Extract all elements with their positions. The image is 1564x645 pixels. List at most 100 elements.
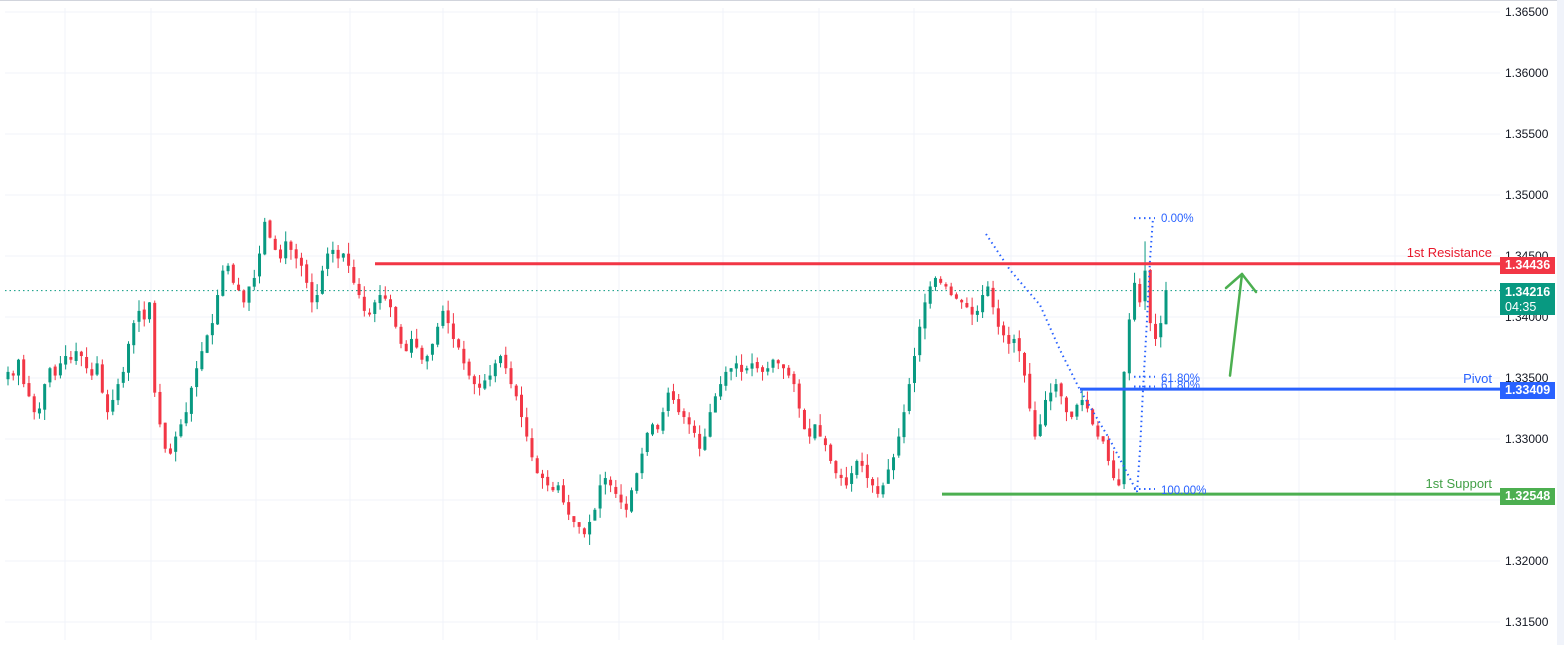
candle-down — [787, 367, 791, 376]
candle-up — [430, 343, 434, 355]
candle-down — [687, 417, 691, 425]
candle-down — [546, 476, 550, 486]
candle-down — [740, 364, 744, 372]
candle-up — [252, 277, 256, 287]
candle-up — [6, 371, 10, 380]
candle-down — [829, 444, 833, 461]
candle-down — [970, 306, 974, 315]
candle-up — [630, 490, 634, 512]
level-lines[interactable] — [375, 262, 1500, 496]
candle-up — [341, 253, 345, 258]
candle-up — [493, 363, 497, 377]
candle-up — [1012, 338, 1016, 344]
candle-up — [556, 485, 560, 491]
candle-down — [336, 249, 340, 259]
candle-up — [645, 432, 649, 453]
candle-up — [892, 457, 896, 471]
candle-up — [986, 286, 990, 296]
candle-up — [886, 469, 890, 484]
candle-down — [876, 486, 880, 494]
candle-down — [11, 373, 15, 376]
candle-down — [231, 264, 235, 283]
candle-down — [818, 425, 822, 437]
candle-up — [195, 368, 199, 388]
candle-up — [981, 295, 985, 313]
candle-up — [116, 384, 120, 401]
candle-down — [577, 522, 581, 527]
candle-down — [797, 383, 801, 409]
candle-down — [520, 394, 524, 418]
candle-down — [939, 278, 943, 283]
candle-down — [1064, 397, 1068, 413]
candle-down — [27, 383, 31, 397]
candle-up — [1133, 282, 1137, 320]
candle-up — [95, 363, 99, 375]
candle-down — [478, 383, 482, 388]
candle-up — [263, 221, 267, 255]
candle-up — [907, 384, 911, 412]
candle-down — [582, 528, 586, 535]
candle-up — [708, 412, 712, 437]
current-price-value: 1.34216 — [1505, 285, 1551, 299]
candle-down — [823, 438, 827, 446]
candle-up — [409, 338, 413, 353]
up-arrow-icon[interactable] — [1224, 272, 1258, 377]
candle-down — [242, 290, 246, 303]
price-axis-tick: 1.32000 — [1505, 554, 1549, 568]
candle-down — [1023, 352, 1027, 376]
candle-up — [850, 473, 854, 484]
candle-down — [1070, 411, 1074, 418]
candle-up — [436, 326, 440, 345]
candle-up — [771, 359, 775, 368]
candle-down — [614, 486, 618, 494]
candle-down — [142, 309, 146, 320]
price-axis-tick: 1.35500 — [1505, 127, 1549, 141]
resistance-price-tag: 1.34436 — [1500, 257, 1555, 274]
candle-up — [912, 356, 916, 383]
candle-down — [609, 479, 613, 486]
candle-down — [1033, 410, 1037, 437]
candle-up — [74, 351, 78, 361]
candle-up — [226, 265, 230, 272]
candle-up — [425, 356, 429, 362]
candle-down — [85, 356, 89, 369]
candle-down — [1112, 460, 1116, 479]
candle-up — [483, 380, 487, 389]
candle-up — [179, 424, 183, 437]
candle-down — [1154, 323, 1158, 339]
candle-up — [326, 253, 330, 269]
candle-down — [1101, 436, 1105, 442]
candle-down — [1059, 383, 1063, 397]
candle-up — [902, 412, 906, 438]
candle-down — [525, 417, 529, 437]
candle-up — [1075, 404, 1079, 417]
candle-down — [761, 367, 765, 372]
candle-up — [713, 396, 717, 413]
candlestick-series — [6, 217, 1168, 545]
candle-up — [1043, 399, 1047, 426]
candle-up — [593, 509, 597, 521]
candle-down — [677, 399, 681, 413]
candle-down — [1007, 335, 1011, 344]
candle-down — [22, 359, 26, 385]
candle-down — [808, 428, 812, 437]
candle-up — [127, 343, 131, 373]
candle-down — [1091, 409, 1095, 425]
price-axis-tick: 1.31500 — [1505, 615, 1549, 629]
candle-up — [975, 310, 979, 315]
fibonacci-retracement[interactable] — [985, 217, 1155, 493]
candle-down — [1085, 399, 1089, 409]
candle-down — [347, 253, 351, 266]
price-plot[interactable] — [0, 0, 1500, 645]
top-border — [0, 0, 1564, 1]
pivot-price-tag: 1.33409 — [1500, 382, 1555, 399]
candle-up — [315, 295, 319, 303]
arrow-shaft — [1228, 272, 1244, 377]
candle-up — [111, 399, 115, 412]
price-axis-scrollbar[interactable] — [1557, 0, 1564, 645]
candle-down — [781, 364, 785, 369]
candle-down — [656, 424, 660, 430]
fib-trend-line — [985, 233, 1138, 493]
candle-down — [79, 351, 83, 357]
